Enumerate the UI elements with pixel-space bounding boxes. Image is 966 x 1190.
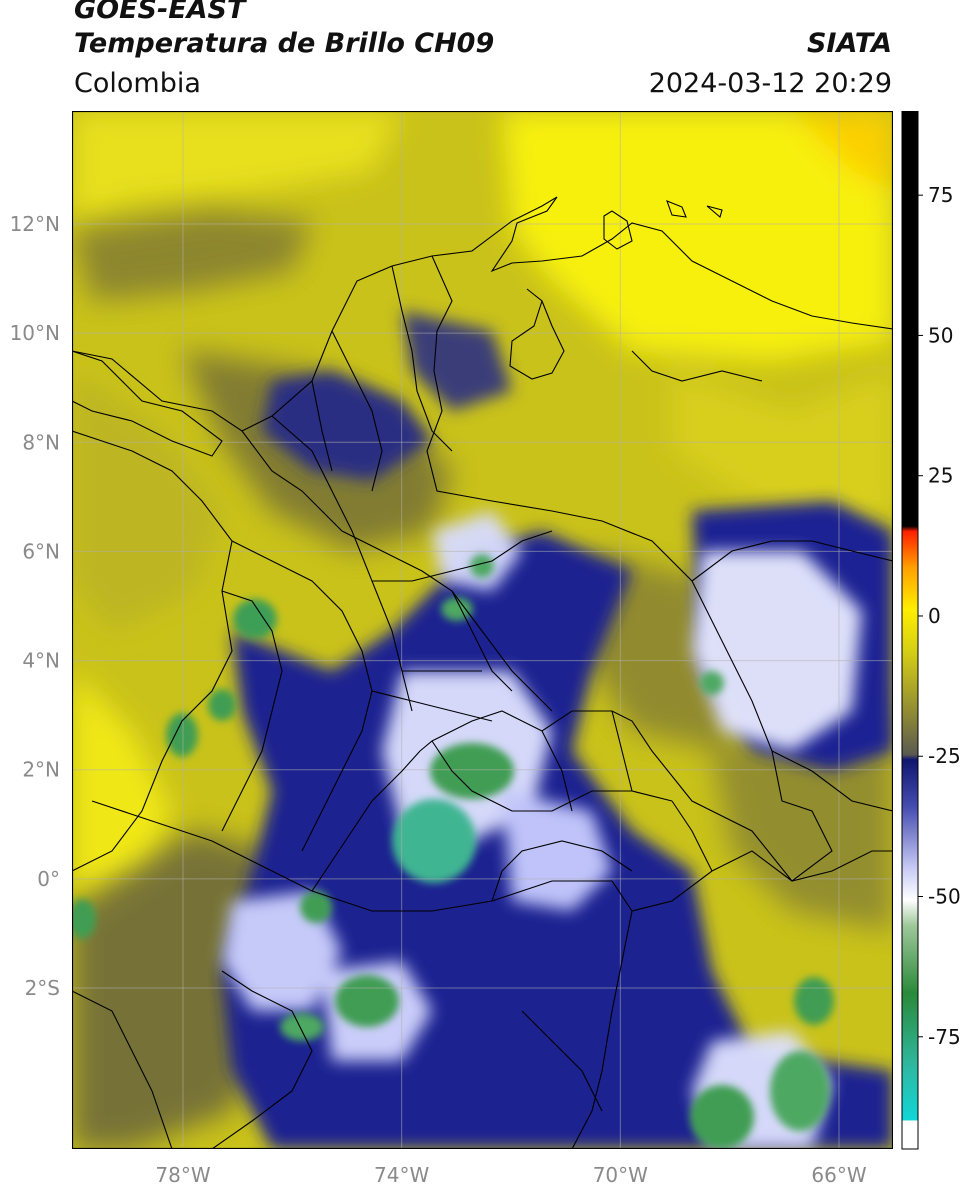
latitude-label: 0° (37, 867, 60, 891)
colorbar-tick-label: -50 (928, 885, 961, 909)
satellite-imagery (72, 111, 893, 1149)
latitude-label: 2°N (22, 758, 60, 782)
colorbar-tick-label: -75 (928, 1025, 961, 1049)
colorbar-tick-label: -25 (928, 744, 961, 768)
boundaries (72, 196, 893, 1149)
latitude-label: 12°N (10, 212, 60, 236)
longitude-label: 74°W (374, 1163, 429, 1187)
longitude-label: 70°W (593, 1163, 648, 1187)
region-label: Colombia (74, 68, 201, 99)
graticule (72, 111, 893, 1149)
product-title: Temperatura de Brillo CH09 (74, 28, 495, 59)
colorbar-tick-label: 25 (928, 464, 953, 488)
map-frame (72, 111, 893, 1149)
brightness-temperature-map (72, 111, 893, 1149)
colorbar-tick-label: 0 (928, 604, 941, 628)
latitude-label: 6°N (22, 539, 60, 563)
timestamp-label: 2024-03-12 20:29 (648, 68, 892, 99)
latitude-label: 10°N (10, 321, 60, 345)
colorbar-ticks: 75 50 25 0 -25 -50 -75 (918, 183, 961, 1049)
latitude-label: 8°N (22, 430, 60, 454)
latitude-label: 2°S (25, 976, 60, 1000)
colorbar-scale (901, 111, 919, 1150)
colorbar-tick-label: 50 (928, 323, 953, 347)
colorbar-tick-label: 75 (928, 183, 953, 207)
latitude-label: 4°N (22, 649, 60, 673)
satellite-title: GOES-EAST (74, 0, 246, 25)
longitude-label: 78°W (155, 1163, 210, 1187)
longitude-label: 66°W (811, 1163, 866, 1187)
colorbar: 75 50 25 0 -25 -50 -75 (901, 111, 961, 1150)
longitude-labels: 78°W 74°W 70°W 66°W (155, 1163, 866, 1187)
source-label: SIATA (806, 28, 892, 59)
latitude-labels: 12°N 10°N 8°N 6°N 4°N 2°N 0° 2°S (10, 212, 60, 1000)
